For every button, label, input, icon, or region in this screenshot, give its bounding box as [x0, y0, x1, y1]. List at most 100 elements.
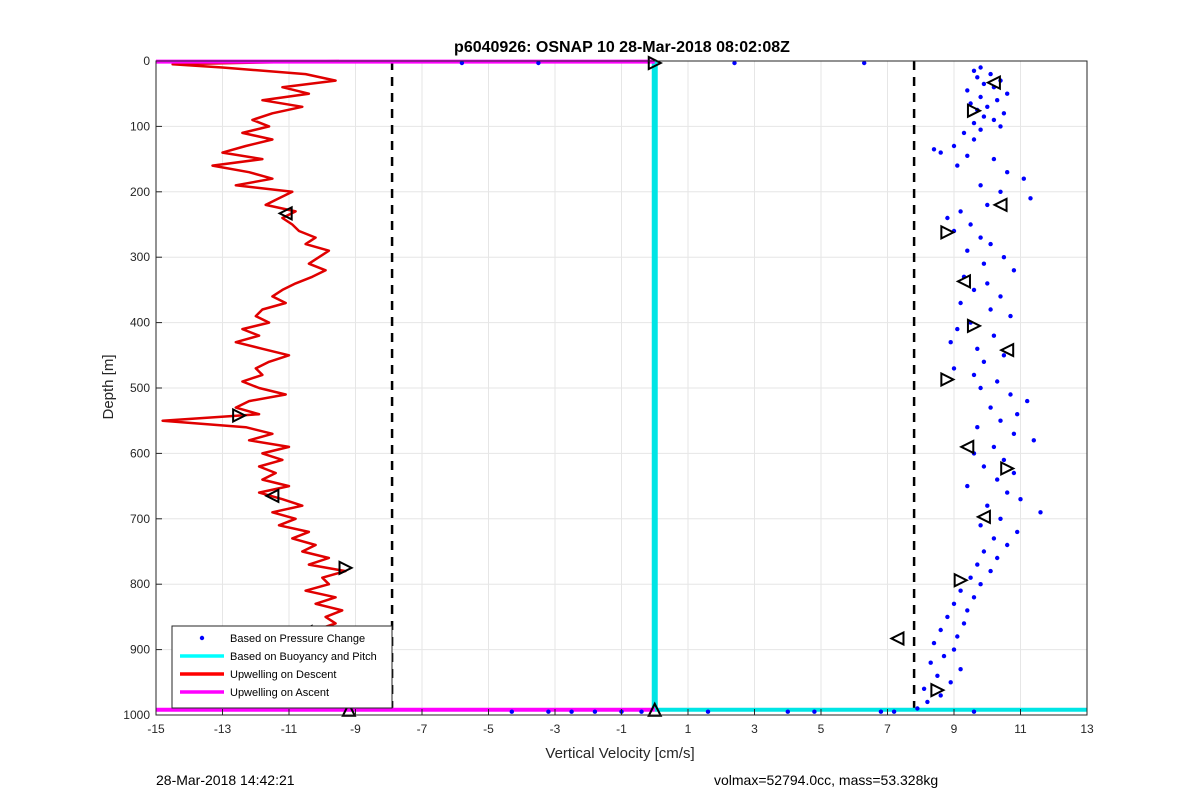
x-tick-label: -11 [281, 722, 298, 736]
legend-label: Upwelling on Descent [230, 669, 336, 681]
reference-lines [390, 61, 916, 715]
pressure-change-point [988, 307, 993, 312]
pressure-change-point [1001, 353, 1007, 358]
pressure-change-point [981, 261, 987, 266]
x-tick-label: -3 [550, 722, 561, 736]
descent-upwelling-line [161, 59, 384, 710]
pressure-change-point [995, 379, 1000, 384]
pressure-change-point [862, 60, 867, 66]
pressure-change-point [991, 117, 997, 123]
pressure-change-point [961, 621, 967, 626]
pressure-change-point [958, 588, 963, 593]
pressure-change-point [971, 68, 977, 74]
pressure-change-point [958, 667, 963, 672]
pressure-change-point [1008, 313, 1013, 319]
pressure-change-point [995, 98, 1000, 103]
pressure-change-point [1005, 91, 1010, 96]
pressure-change-point [1005, 542, 1010, 548]
triangle-marker [264, 488, 280, 504]
legend: Based on Pressure Change Based on Buoyanc… [171, 625, 393, 709]
pressure-change-point [988, 405, 993, 410]
pressure-change-point [968, 222, 973, 227]
pressure-change-point [988, 568, 993, 574]
pressure-change-point [1021, 176, 1026, 181]
pressure-change-point [965, 88, 970, 93]
pressure-change-point [1011, 431, 1017, 436]
pressure-change-point [978, 183, 983, 188]
pressure-change-point [945, 614, 950, 620]
pressure-change-point [941, 653, 947, 659]
pressure-change-point [509, 709, 514, 714]
x-tick-label: 3 [751, 722, 758, 736]
pressure-change-point [985, 104, 990, 110]
pressure-change-point [951, 143, 957, 149]
pressure-change-point [971, 137, 977, 142]
y-tick-label: 800 [130, 577, 150, 591]
triangle-marker [959, 439, 975, 455]
pressure-change-point [971, 372, 977, 378]
pressure-change-point [981, 114, 987, 119]
pressure-change-point [938, 627, 943, 633]
pressure-change-point [915, 706, 920, 711]
pressure-change-point [978, 385, 983, 391]
pressure-change-point [945, 215, 950, 221]
pressure-change-point [965, 608, 970, 613]
pressure-change-point [1031, 438, 1037, 443]
pressure-change-point [985, 202, 990, 208]
pressure-change-point [732, 60, 737, 66]
pressure-change-point [978, 94, 983, 100]
pressure-change-point [981, 359, 987, 364]
y-axis-label: Depth [m] [100, 354, 117, 419]
pressure-change-point [965, 248, 970, 253]
y-tick-label: 200 [130, 185, 150, 199]
pressure-change-point [971, 120, 977, 126]
pressure-change-point [951, 366, 957, 371]
legend-label: Based on Buoyancy and Pitch [230, 651, 377, 663]
triangle-marker [930, 682, 946, 698]
pressure-change-point [975, 75, 980, 80]
pressure-change-point [975, 425, 980, 430]
pressure-change-point [891, 709, 897, 714]
pressure-change-point [998, 124, 1003, 129]
pressure-change-point [971, 709, 977, 714]
pressure-change-point [1008, 392, 1013, 397]
pressure-change-point [978, 65, 983, 70]
pressure-change-point [1025, 398, 1030, 404]
triangle-markers [232, 55, 1016, 717]
legend-label: Based on Pressure Change [230, 633, 365, 645]
pressure-change-point [998, 516, 1003, 521]
pressure-change-point [985, 281, 990, 286]
pressure-change-point [1001, 111, 1007, 116]
pressure-change-point [975, 346, 980, 351]
pressure-change-point [1001, 255, 1007, 260]
y-tick-label: 300 [130, 250, 150, 264]
x-tick-label: 7 [884, 722, 891, 736]
pressure-change-point [991, 536, 997, 541]
pressure-change-point [955, 163, 960, 168]
x-tick-label: -7 [417, 722, 428, 736]
pressure-change-point [965, 483, 970, 489]
pressure-change-point [991, 333, 997, 338]
pressure-change-point [1028, 196, 1033, 201]
triangle-marker [647, 701, 663, 717]
pressure-change-point [536, 60, 541, 66]
pressure-change-point [935, 673, 940, 678]
legend-box [171, 625, 393, 709]
triangle-marker [975, 509, 991, 525]
pressure-change-point [459, 60, 465, 66]
pressure-change-point [1015, 529, 1020, 535]
pressure-change-point [998, 189, 1003, 194]
pressure-change-point [985, 503, 990, 508]
pressure-change-point [961, 130, 967, 136]
y-tick-label: 0 [143, 54, 150, 68]
x-tick-label: -15 [147, 722, 165, 736]
x-tick-label: 11 [1014, 722, 1027, 736]
triangle-marker [966, 318, 983, 334]
x-tick-label: 9 [951, 722, 958, 736]
pressure-change-point [546, 709, 551, 714]
pressure-change-point [971, 595, 977, 600]
triangle-marker [232, 407, 248, 424]
x-tick-label: -9 [350, 722, 361, 736]
pressure-change-point [978, 127, 983, 132]
